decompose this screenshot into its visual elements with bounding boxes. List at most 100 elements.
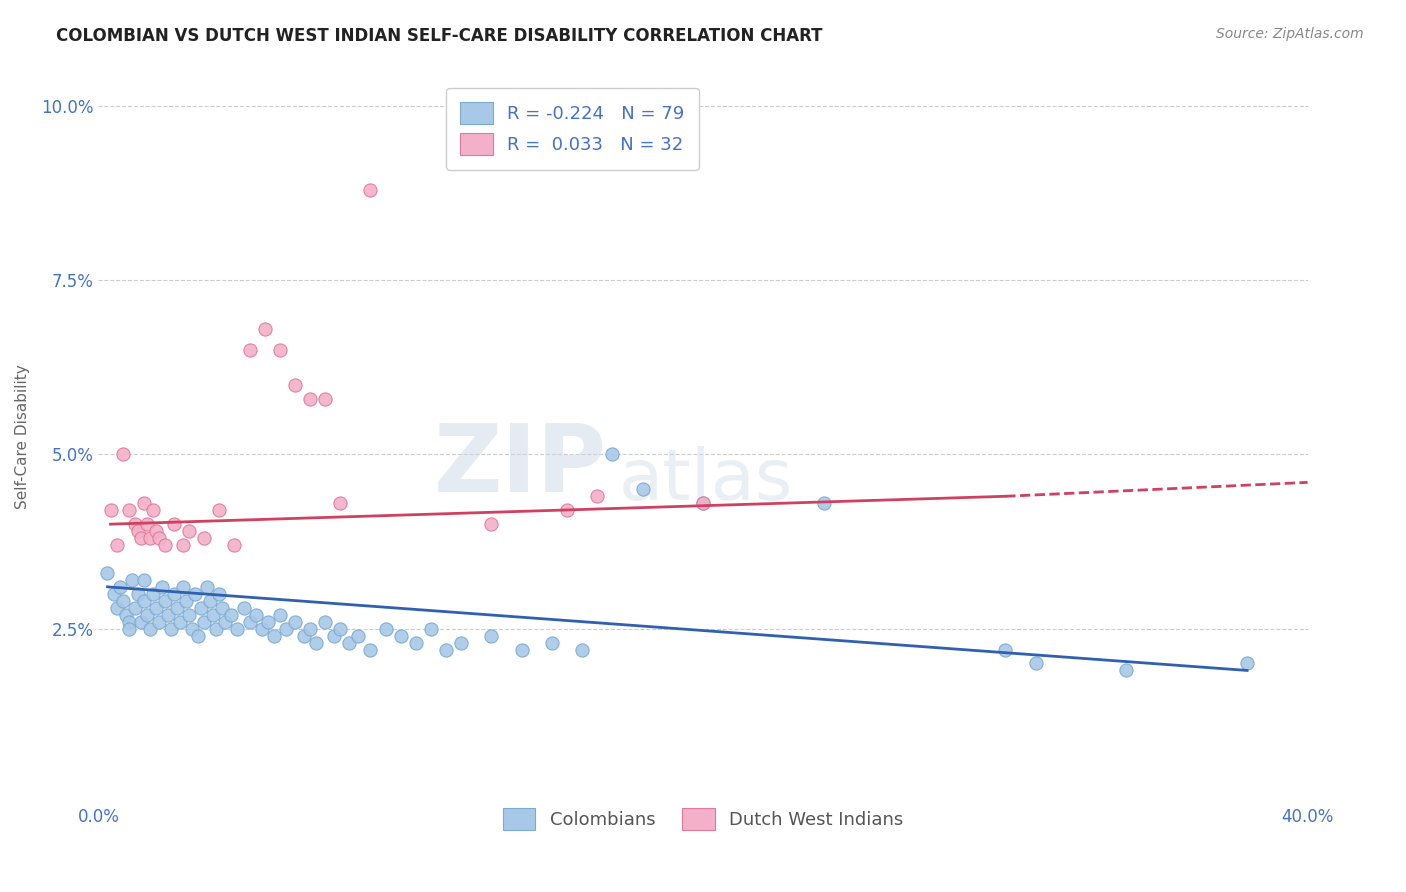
Point [153,538,176,552]
Point [105,538,128,552]
Point [190,600,212,615]
Point [250,622,273,636]
Point [434,642,457,657]
Point [269,343,291,357]
Point [179,607,201,622]
Point [239,343,262,357]
Point [284,377,307,392]
Point [360,642,382,657]
Point [299,392,322,406]
Point [127,587,149,601]
Point [135,517,157,532]
Point [142,587,165,601]
Point [132,573,155,587]
Point [692,496,714,510]
Point [299,622,322,636]
Point [200,594,222,608]
Point [323,629,346,643]
Point [187,629,209,643]
Point [540,635,562,649]
Point [124,600,146,615]
Point [163,587,186,601]
Point [121,573,143,587]
Point [129,531,152,545]
Point [329,622,352,636]
Point [193,531,215,545]
Point [118,503,141,517]
Point [360,183,382,197]
Point [481,629,503,643]
Point [224,538,246,552]
Point [108,580,131,594]
Legend: Colombians, Dutch West Indians: Colombians, Dutch West Indians [495,801,911,838]
Point [211,600,233,615]
Point [118,622,141,636]
Point [256,615,278,629]
Point [329,496,352,510]
Point [172,538,194,552]
Point [305,635,328,649]
Point [214,615,236,629]
Point [139,622,162,636]
Point [232,600,254,615]
Point [150,580,173,594]
Y-axis label: Self-Care Disability: Self-Care Disability [15,365,30,509]
Point [253,322,276,336]
Text: COLOMBIAN VS DUTCH WEST INDIAN SELF-CARE DISABILITY CORRELATION CHART: COLOMBIAN VS DUTCH WEST INDIAN SELF-CARE… [56,27,823,45]
Point [389,629,412,643]
Point [292,629,315,643]
Point [269,607,291,622]
Point [132,594,155,608]
Point [208,587,231,601]
Point [337,635,360,649]
Point [132,496,155,510]
Point [450,635,472,649]
Point [1115,664,1137,678]
Point [184,587,207,601]
Point [153,594,176,608]
Point [127,524,149,538]
Point [602,448,624,462]
Point [994,642,1017,657]
Point [221,607,243,622]
Point [314,392,336,406]
Point [405,635,427,649]
Point [571,642,593,657]
Point [174,594,197,608]
Point [179,524,201,538]
Point [145,524,167,538]
Point [166,600,188,615]
Point [148,615,170,629]
Point [202,607,225,622]
Point [118,615,141,629]
Point [813,496,835,510]
Point [96,566,118,580]
Point [347,629,370,643]
Point [145,600,167,615]
Point [1024,657,1046,671]
Point [135,607,157,622]
Point [555,503,578,517]
Point [124,517,146,532]
Point [263,629,285,643]
Point [420,622,443,636]
Point [284,615,307,629]
Point [103,587,125,601]
Point [374,622,396,636]
Point [181,622,204,636]
Point [105,600,128,615]
Point [208,503,231,517]
Point [510,642,533,657]
Point [586,489,609,503]
Point [481,517,503,532]
Point [163,517,186,532]
Point [172,580,194,594]
Point [239,615,262,629]
Text: ZIP: ZIP [433,420,606,512]
Point [226,622,249,636]
Point [100,503,122,517]
Point [156,607,179,622]
Point [314,615,336,629]
Text: Source: ZipAtlas.com: Source: ZipAtlas.com [1216,27,1364,41]
Point [205,622,228,636]
